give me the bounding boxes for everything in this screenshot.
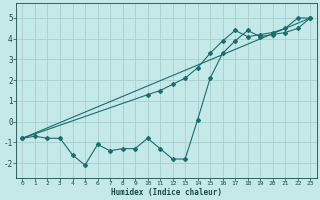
X-axis label: Humidex (Indice chaleur): Humidex (Indice chaleur) (111, 188, 222, 197)
